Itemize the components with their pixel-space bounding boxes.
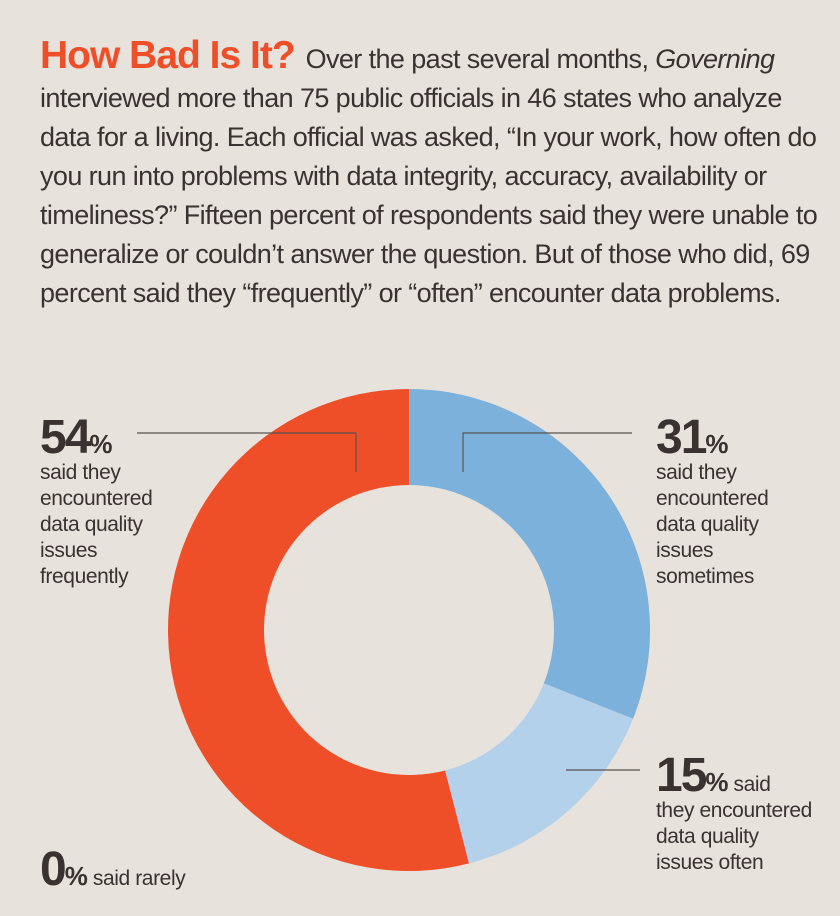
desc-often-1: they encountered	[656, 799, 812, 822]
pct-unit-frequently: %	[89, 429, 113, 459]
donut-slices	[168, 389, 650, 871]
desc-often-2: data quality	[656, 825, 759, 848]
intro-text-start: Over the past several months,	[305, 44, 656, 74]
desc-frequently-3: data quality	[40, 513, 143, 536]
pct-unit-sometimes: %	[705, 429, 729, 459]
leader-line-frequently	[137, 432, 357, 472]
desc-sometimes-2: encountered	[656, 487, 769, 510]
desc-frequently-2: encountered	[40, 487, 153, 510]
donut-slice-frequently	[168, 389, 469, 871]
callout-sometimes: 31% said they encountered data quality i…	[656, 414, 826, 590]
pct-value-frequently: 54	[40, 411, 91, 464]
chart-title: How Bad Is It?	[40, 34, 296, 77]
pct-unit-rarely: %	[64, 861, 88, 891]
desc-rarely-inline: said rarely	[87, 867, 186, 890]
leader-line-sometimes	[462, 432, 632, 472]
desc-frequently-4: issues	[40, 539, 98, 562]
pct-unit-often: %	[705, 767, 729, 797]
callout-rarely: 0% said rarely	[40, 846, 300, 894]
leader-lines	[137, 432, 640, 771]
desc-frequently-5: frequently	[40, 565, 129, 588]
callout-often: 15% said they encountered data quality i…	[656, 752, 831, 876]
donut-slice-often	[445, 683, 634, 864]
desc-sometimes-4: issues	[656, 539, 714, 562]
desc-sometimes-3: data quality	[656, 513, 759, 536]
donut-slice-sometimes	[409, 389, 650, 719]
desc-often-3: issues often	[656, 851, 764, 874]
pct-value-rarely: 0	[40, 843, 67, 896]
publication-name: Governing	[655, 44, 775, 74]
callout-frequently: 54% said they encountered data quality i…	[40, 414, 200, 590]
intro-text-body: interviewed more than 75 public official…	[40, 83, 818, 308]
desc-sometimes-1: said they	[656, 461, 737, 484]
pct-value-sometimes: 31	[656, 411, 707, 464]
desc-frequently-1: said they	[40, 461, 121, 484]
desc-sometimes-5: sometimes	[656, 565, 754, 588]
desc-often-inline: said	[728, 773, 771, 796]
pct-value-often: 15	[656, 749, 707, 802]
intro-text: How Bad Is It? Over the past several mon…	[40, 36, 820, 313]
